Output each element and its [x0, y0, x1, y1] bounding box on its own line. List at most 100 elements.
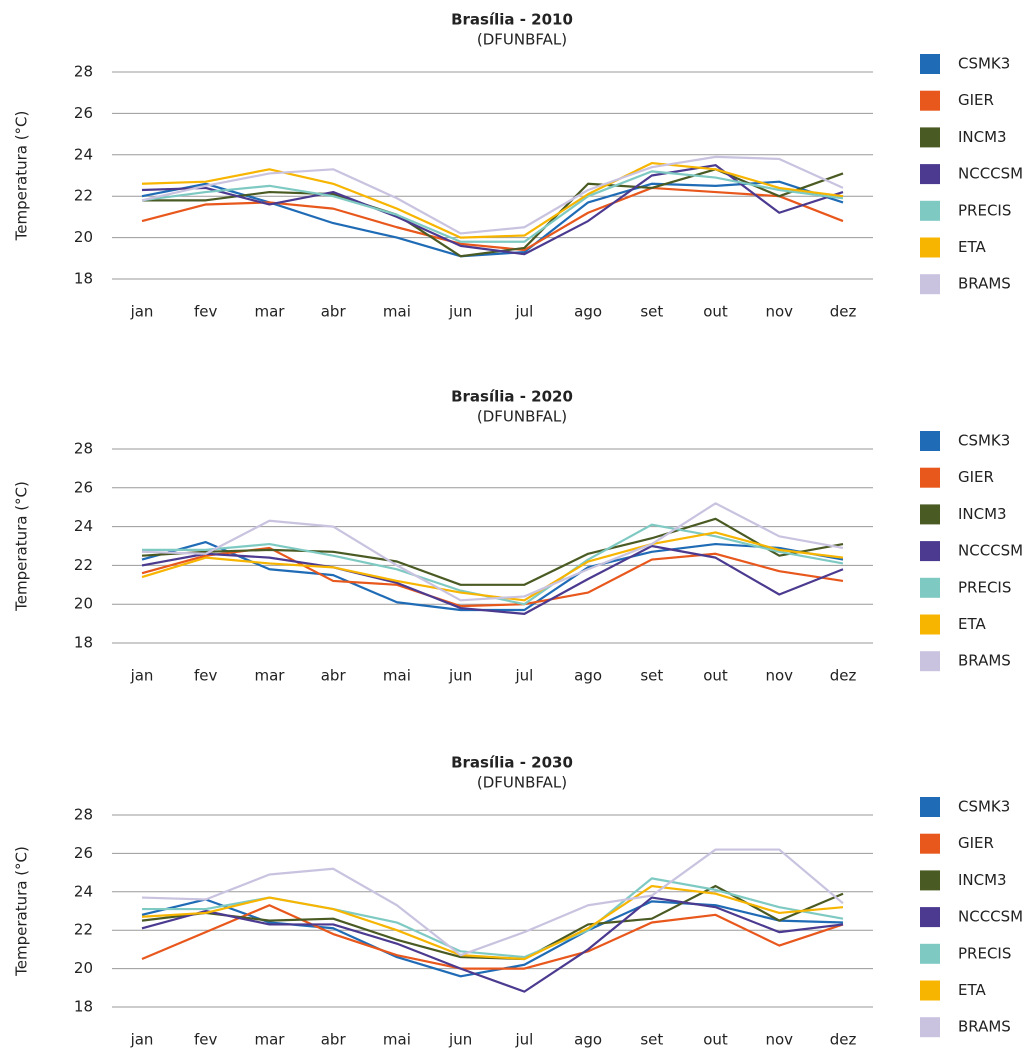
- legend-swatch: [920, 833, 940, 854]
- x-tick-label: abr: [321, 303, 347, 321]
- legend-label: CSMK3: [958, 798, 1010, 816]
- series-line: [141, 904, 844, 970]
- y-tick-label: 18: [74, 270, 93, 288]
- series-line: [141, 180, 844, 258]
- x-tick-label: set: [640, 667, 663, 685]
- x-tick-label: abr: [321, 1031, 347, 1049]
- chart: Brasília - 2030 (DFUNBFAL) Temperatura (°C…: [13, 754, 1024, 1049]
- y-tick-label: 20: [74, 228, 93, 246]
- x-tick-label: fev: [194, 667, 218, 685]
- x-tick-label: ago: [574, 1031, 602, 1049]
- x-tick-label: jan: [130, 303, 154, 321]
- x-tick-label: out: [703, 303, 728, 321]
- chart-title: Brasília - 2020: [451, 388, 573, 406]
- legend-label: NCCCSM: [958, 542, 1023, 560]
- series-line: [141, 544, 844, 616]
- x-tick-label: jun: [448, 303, 472, 321]
- legend-label: PRECIS: [958, 201, 1011, 219]
- x-tick-label: jul: [514, 303, 533, 321]
- legend-label: NCCCSM: [958, 165, 1023, 183]
- legend-label: NCCCSM: [958, 908, 1023, 926]
- legend-swatch: [920, 504, 940, 525]
- legend-label: GIER: [958, 468, 994, 486]
- y-tick-label: 26: [74, 104, 93, 122]
- legend-swatch: [920, 54, 940, 74]
- series-line: [141, 848, 844, 957]
- series-line: [141, 884, 844, 961]
- y-axis-label: Temperatura (°C): [13, 846, 31, 977]
- x-tick-label: jun: [448, 1031, 472, 1049]
- y-tick-label: 28: [74, 806, 93, 824]
- x-tick-label: nov: [765, 303, 793, 321]
- series-line: [141, 541, 844, 612]
- legend-label: CSMK3: [958, 432, 1010, 450]
- x-tick-label: nov: [765, 1031, 793, 1049]
- y-axis-label: Temperatura (°C): [13, 481, 31, 612]
- x-tick-label: mar: [254, 667, 285, 685]
- series-line: [141, 161, 844, 239]
- legend-swatch: [920, 164, 940, 185]
- legend-label: INCM3: [958, 128, 1007, 146]
- chart-subtitle: (DFUNBFAL): [477, 31, 567, 49]
- legend-label: ETA: [958, 238, 986, 256]
- series-line: [141, 531, 844, 602]
- series-line: [141, 502, 844, 602]
- y-tick-label: 22: [74, 556, 93, 574]
- series-line: [142, 523, 844, 606]
- legend-swatch: [920, 541, 940, 562]
- x-tick-label: ago: [574, 303, 602, 321]
- x-tick-label: fev: [194, 1031, 218, 1049]
- legend-label: GIER: [958, 91, 994, 109]
- legend-swatch: [920, 614, 940, 635]
- legend-label: INCM3: [958, 871, 1007, 889]
- legend-label: ETA: [958, 981, 986, 999]
- y-tick-label: 28: [74, 63, 93, 81]
- y-tick-label: 22: [74, 187, 93, 205]
- legend-label: GIER: [958, 834, 994, 852]
- chart: Brasília - 2010 (DFUNBFAL) Temperatura (°C…: [13, 11, 1024, 321]
- x-tick-label: dez: [830, 303, 857, 321]
- series-line: [141, 898, 844, 978]
- legend-label: PRECIS: [958, 944, 1011, 962]
- legend-label: BRAMS: [958, 275, 1011, 293]
- legend-label: BRAMS: [958, 652, 1011, 670]
- y-tick-label: 28: [74, 440, 93, 458]
- legend-swatch: [920, 237, 940, 258]
- y-tick-label: 18: [74, 998, 93, 1016]
- x-tick-label: out: [703, 1031, 728, 1049]
- y-tick-label: 26: [74, 844, 93, 862]
- legend-label: BRAMS: [958, 1018, 1011, 1036]
- legend-swatch: [920, 274, 940, 295]
- x-tick-label: dez: [830, 667, 857, 685]
- y-axis-label: Temperatura (°C): [13, 111, 31, 242]
- legend-label: INCM3: [958, 505, 1007, 523]
- x-tick-label: jul: [514, 667, 533, 685]
- series-line: [141, 896, 844, 993]
- chart-subtitle: (DFUNBFAL): [477, 774, 567, 792]
- x-tick-label: dez: [830, 1031, 857, 1049]
- x-tick-label: set: [640, 303, 663, 321]
- x-tick-label: mai: [383, 303, 411, 321]
- series-line: [141, 155, 844, 235]
- x-tick-label: set: [640, 1031, 663, 1049]
- legend-swatch: [920, 943, 940, 964]
- x-tick-label: mar: [254, 1031, 285, 1049]
- legend-swatch: [920, 907, 940, 928]
- x-tick-label: mar: [254, 303, 285, 321]
- chart: Brasília - 2020 (DFUNBFAL) Temperatura (°C…: [13, 388, 1024, 685]
- x-tick-label: jan: [130, 1031, 154, 1049]
- legend-label: ETA: [958, 615, 986, 633]
- y-tick-label: 18: [74, 634, 93, 652]
- y-tick-label: 22: [74, 921, 93, 939]
- x-tick-label: jun: [448, 667, 472, 685]
- legend-swatch: [920, 467, 940, 488]
- x-tick-label: out: [703, 667, 728, 685]
- legend-swatch: [920, 651, 940, 672]
- x-tick-label: jan: [130, 667, 154, 685]
- chart-title: Brasília - 2010: [451, 11, 573, 29]
- legend-swatch: [920, 980, 940, 1001]
- chart-title: Brasília - 2030: [451, 754, 573, 772]
- legend-swatch: [920, 577, 940, 598]
- legend-swatch: [920, 90, 940, 111]
- x-tick-label: abr: [321, 667, 347, 685]
